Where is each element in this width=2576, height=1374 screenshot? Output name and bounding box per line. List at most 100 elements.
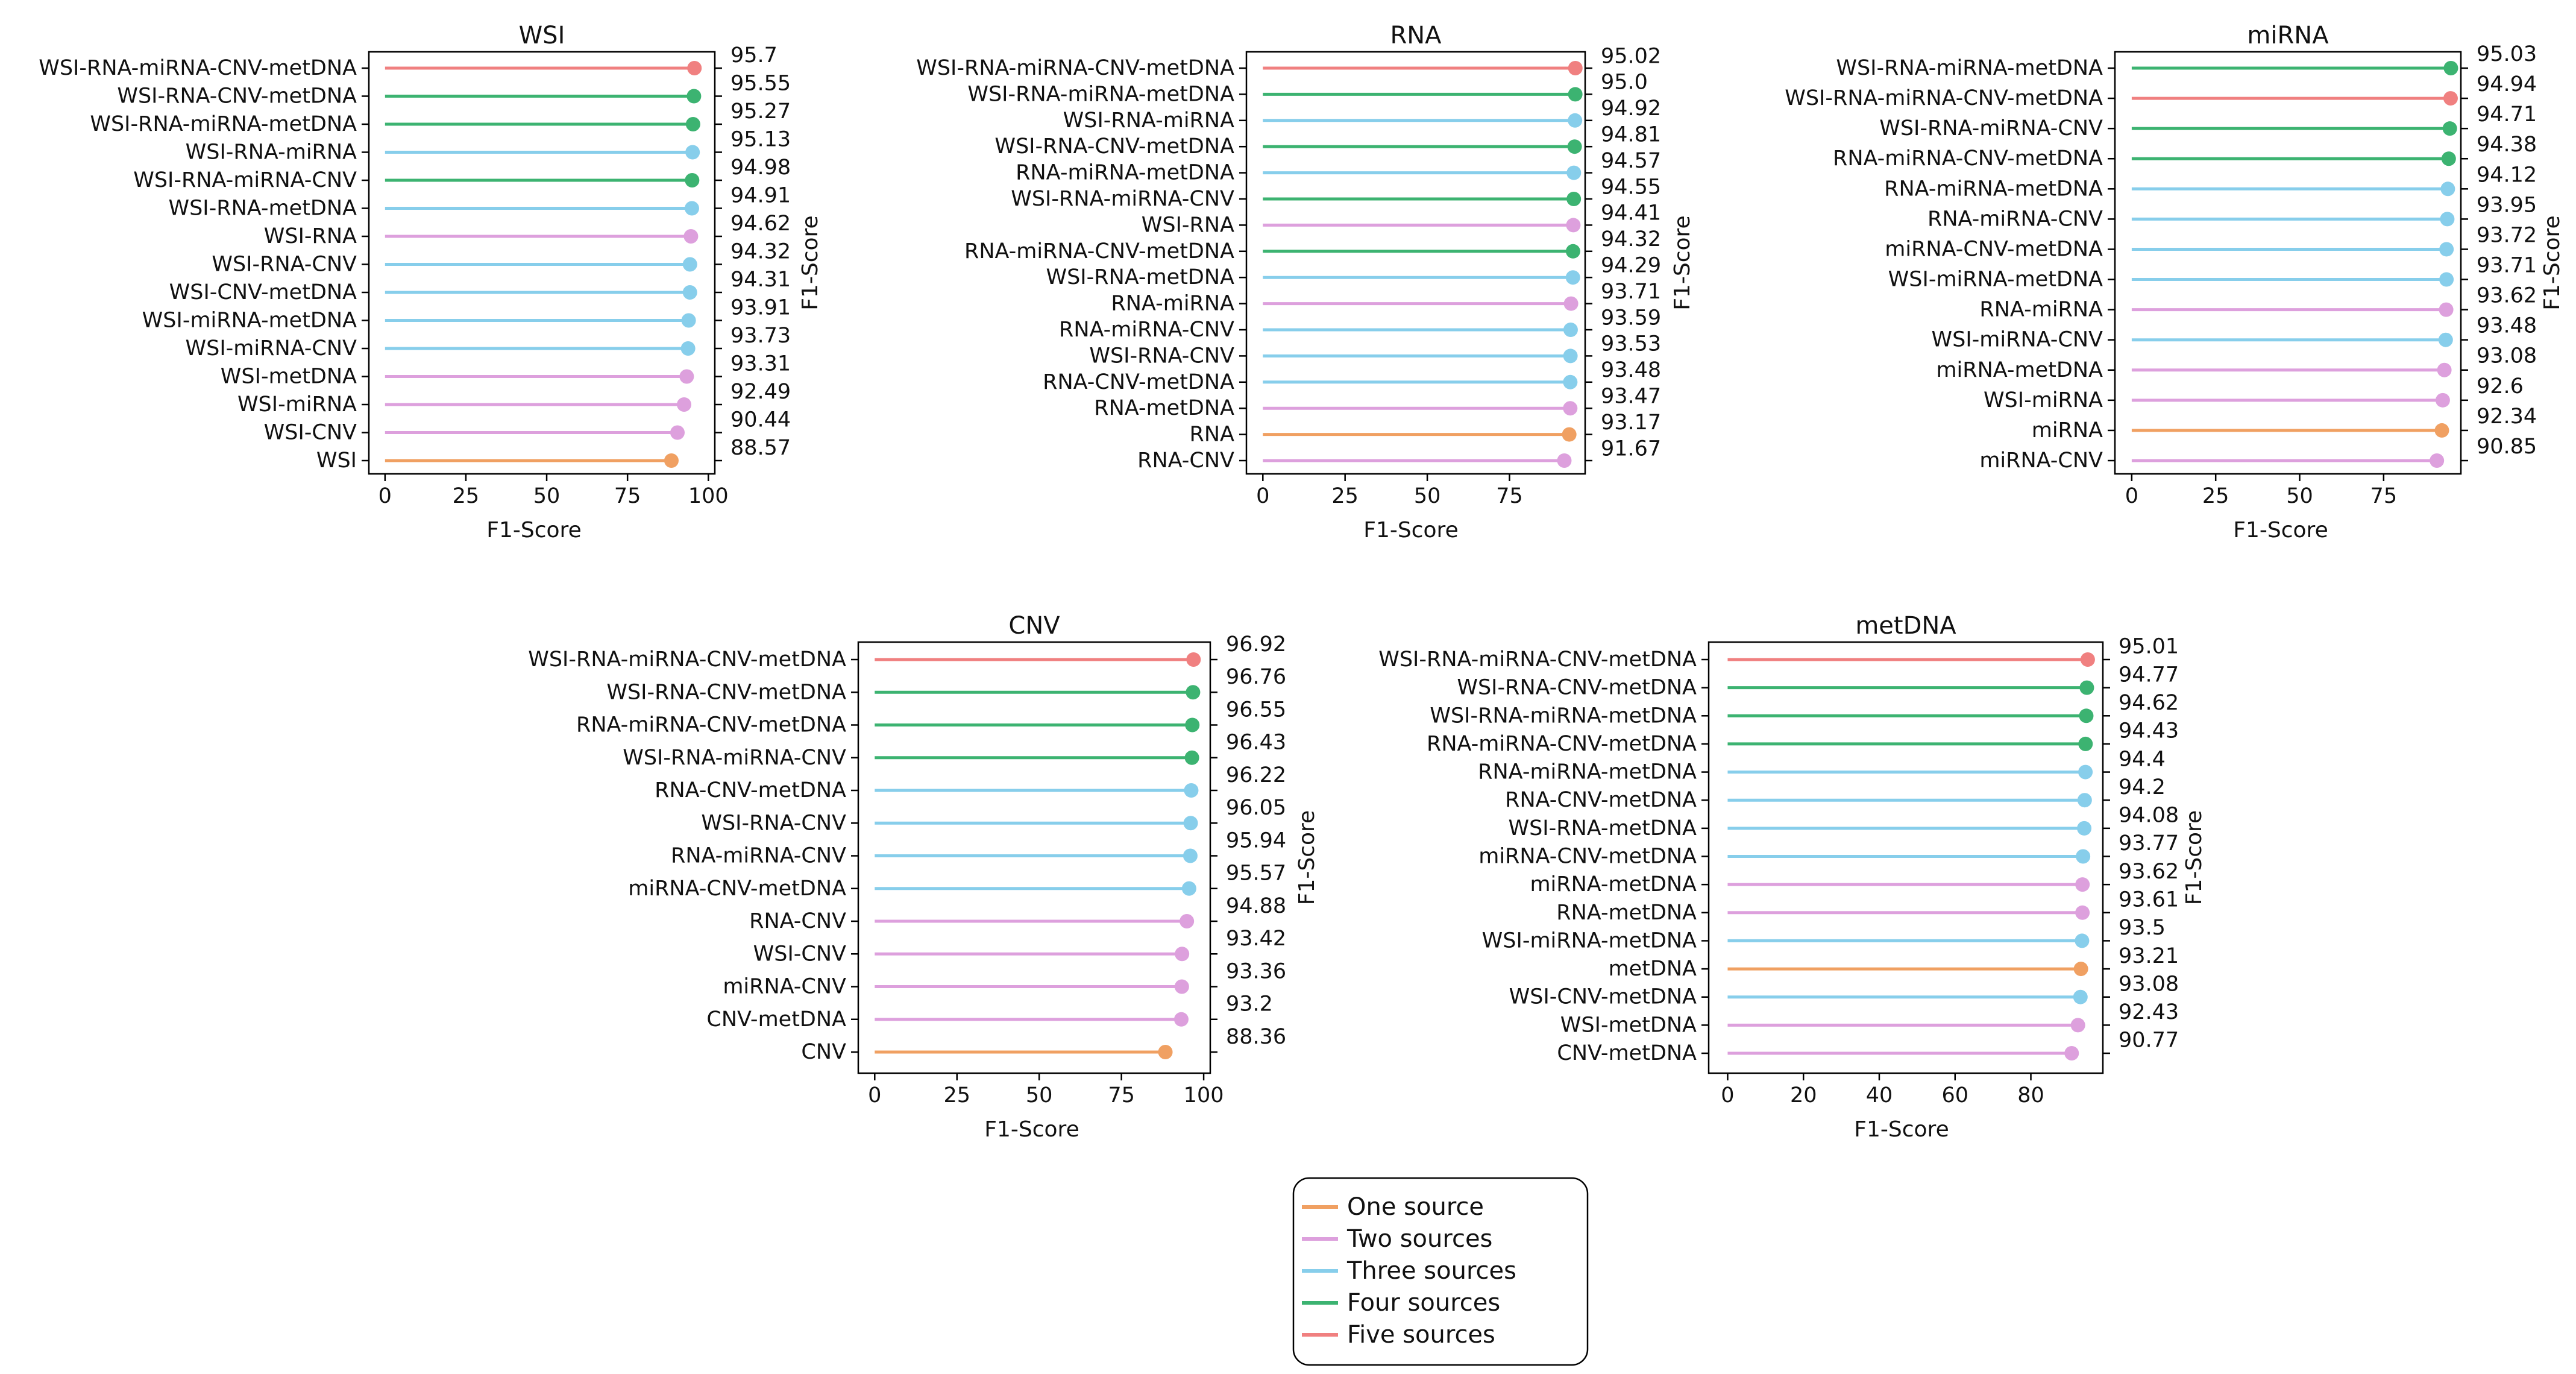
lollipop-point bbox=[2079, 708, 2094, 723]
value-label: 93.31 bbox=[730, 351, 791, 376]
value-label: 94.41 bbox=[1601, 201, 1661, 225]
panel-metdna: metDNA WSI-RNA-miRNA-CNV-metDNA 95.01 WSI-R… bbox=[1378, 612, 2207, 1142]
lollipop-point bbox=[2437, 362, 2452, 377]
lollipop-point bbox=[1566, 192, 1582, 206]
legend: One source Two sources Three sources Four s… bbox=[1292, 1177, 1589, 1366]
value-label: 95.02 bbox=[1601, 44, 1661, 68]
category-label: miRNA-metDNA bbox=[1936, 358, 2103, 382]
x-tick-label: 50 bbox=[1026, 1083, 1053, 1108]
value-label: 94.29 bbox=[1601, 254, 1661, 278]
lollipop-point bbox=[2439, 242, 2454, 257]
category-label: RNA-miRNA-metDNA bbox=[1016, 161, 1234, 185]
category-label: WSI-miRNA bbox=[237, 392, 357, 417]
legend-box bbox=[1292, 1177, 1589, 1366]
lollipop-point bbox=[679, 369, 694, 384]
lollipop-point bbox=[664, 453, 679, 468]
value-label: 96.43 bbox=[1226, 731, 1286, 755]
x-tick-label: 25 bbox=[943, 1083, 970, 1108]
category-label: RNA-metDNA bbox=[1556, 901, 1697, 925]
category-label: WSI-RNA-metDNA bbox=[1508, 816, 1697, 840]
lollipop-point bbox=[2440, 181, 2455, 197]
x-tick-label: 80 bbox=[2017, 1083, 2044, 1108]
category-label: RNA-miRNA-metDNA bbox=[1478, 760, 1697, 784]
value-label: 93.5 bbox=[2119, 916, 2166, 940]
value-label: 95.13 bbox=[730, 127, 791, 151]
category-label: WSI-RNA-miRNA-CNV-metDNA bbox=[1378, 648, 1697, 672]
chart-panels: WSI WSI-RNA-miRNA-CNV-metDNA 95.7 WSI-RNA-C… bbox=[39, 22, 2565, 1142]
category-label: WSI-RNA-CNV bbox=[212, 253, 357, 277]
category-label: WSI-miRNA-CNV bbox=[186, 336, 357, 361]
value-label: 94.71 bbox=[2477, 102, 2537, 127]
x-axis-label: F1-Score bbox=[1363, 518, 1458, 543]
category-label: miRNA-CNV bbox=[723, 975, 846, 999]
lollipop-point bbox=[1567, 139, 1582, 154]
value-label: 93.36 bbox=[1226, 959, 1286, 983]
panel-title: miRNA bbox=[2247, 22, 2329, 49]
value-label: 94.4 bbox=[2119, 747, 2166, 771]
value-label: 93.59 bbox=[1601, 306, 1661, 330]
lollipop-point bbox=[1563, 348, 1578, 364]
value-label: 88.36 bbox=[1226, 1025, 1286, 1049]
value-label: 93.48 bbox=[1601, 358, 1661, 382]
lollipop-point bbox=[1568, 113, 1583, 128]
lollipop-point bbox=[2078, 764, 2093, 780]
value-label: 92.34 bbox=[2477, 405, 2537, 429]
lollipop-point bbox=[2434, 423, 2449, 438]
category-label: RNA bbox=[1190, 423, 1235, 447]
panel-mirna: miRNA WSI-RNA-miRNA-metDNA 95.03 WSI-RNA-mi… bbox=[1785, 22, 2565, 543]
category-label: WSI bbox=[316, 449, 357, 473]
lollipop-point bbox=[1186, 685, 1201, 700]
right-axis-label: F1-Score bbox=[2540, 215, 2565, 310]
lollipop-point bbox=[687, 61, 702, 75]
category-label: CNV bbox=[801, 1040, 846, 1064]
x-tick-label: 60 bbox=[1941, 1083, 1968, 1108]
category-label: RNA-miRNA-CNV-metDNA bbox=[1833, 147, 2103, 171]
lollipop-point bbox=[1180, 914, 1195, 928]
value-label: 95.94 bbox=[1226, 828, 1286, 852]
panel-title: WSI bbox=[519, 22, 565, 49]
value-label: 93.95 bbox=[2477, 193, 2537, 217]
value-label: 93.08 bbox=[2119, 972, 2179, 996]
x-tick-label: 40 bbox=[1866, 1083, 1893, 1108]
value-label: 96.76 bbox=[1226, 665, 1286, 689]
lollipop-point bbox=[1183, 816, 1198, 831]
lollipop-point bbox=[2080, 652, 2095, 667]
lollipop-point bbox=[1185, 717, 1200, 733]
category-label: WSI-RNA-CNV-metDNA bbox=[117, 84, 357, 109]
lollipop-point bbox=[1174, 979, 1189, 994]
lollipop-point bbox=[1184, 750, 1199, 765]
value-label: 94.32 bbox=[730, 239, 791, 263]
plot-frame bbox=[1707, 641, 2104, 1074]
lollipop-point bbox=[1563, 401, 1578, 416]
lollipop-point bbox=[2077, 793, 2092, 808]
x-tick-label: 20 bbox=[1790, 1083, 1817, 1108]
lollipop-point bbox=[686, 89, 702, 104]
value-label: 92.49 bbox=[730, 380, 791, 404]
category-label: RNA-miRNA-CNV bbox=[1059, 318, 1234, 342]
panel-title: CNV bbox=[1008, 612, 1060, 640]
category-label: WSI-metDNA bbox=[221, 365, 357, 389]
lollipop-point bbox=[2073, 989, 2088, 1004]
lollipop-point bbox=[2438, 332, 2453, 347]
value-label: 93.21 bbox=[2119, 944, 2179, 968]
value-label: 94.55 bbox=[1601, 175, 1661, 199]
x-tick-label: 0 bbox=[868, 1083, 881, 1108]
category-label: RNA-miRNA-CNV bbox=[1927, 207, 2103, 231]
category-label: WSI-CNV-metDNA bbox=[1509, 985, 1697, 1009]
category-label: WSI-RNA-miRNA-CNV-metDNA bbox=[1785, 86, 2103, 110]
legend-label-three-sources: Three sources bbox=[1346, 1257, 1516, 1285]
value-label: 94.57 bbox=[1601, 149, 1661, 173]
lollipop-point bbox=[2076, 849, 2091, 864]
x-tick-label: 75 bbox=[1496, 484, 1523, 508]
category-label: WSI-RNA-miRNA-metDNA bbox=[1836, 56, 2103, 80]
value-label: 94.32 bbox=[1601, 227, 1661, 251]
value-label: 94.31 bbox=[730, 268, 791, 292]
x-tick-label: 100 bbox=[1184, 1083, 1224, 1108]
lollipop-point bbox=[2443, 61, 2458, 75]
category-label: WSI-RNA-miRNA bbox=[186, 140, 357, 165]
value-label: 88.57 bbox=[730, 436, 791, 460]
category-label: WSI-CNV bbox=[264, 421, 357, 445]
value-label: 92.6 bbox=[2477, 374, 2524, 399]
x-tick-label: 75 bbox=[614, 484, 641, 508]
